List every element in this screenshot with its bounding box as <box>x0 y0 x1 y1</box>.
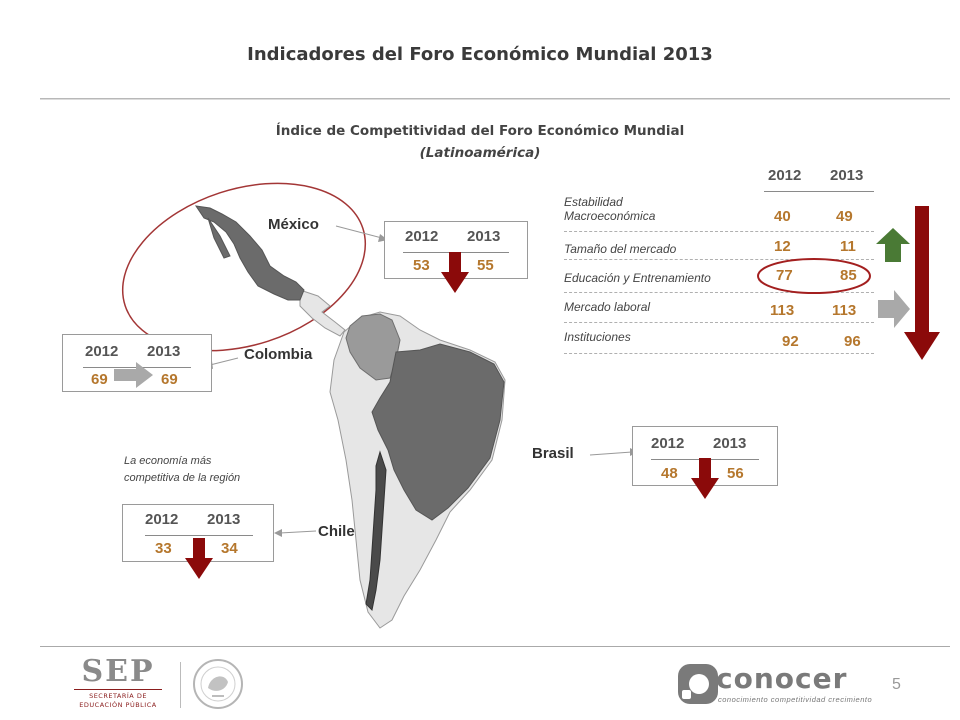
indicators-year-2012: 2012 <box>768 167 802 184</box>
brasil-year-2013: 2013 <box>713 435 747 452</box>
indicator-institutions-2012: 92 <box>782 333 799 350</box>
mexico-shape <box>194 205 305 301</box>
labor-right-arrow-icon <box>878 290 910 328</box>
brasil-value-2012: 48 <box>661 465 678 482</box>
indicators-table: 2012 2013 Estabilidad Macroeconómica 40 … <box>560 160 880 360</box>
indicator-macro-2013: 49 <box>836 208 853 225</box>
education-highlight-ellipse <box>757 258 871 294</box>
colombia-value-2012: 69 <box>91 371 108 388</box>
country-label-chile: Chile <box>318 523 355 540</box>
colombia-year-2012: 2012 <box>85 343 119 360</box>
sep-logo-sub2: EDUCACIÓN PÚBLICA <box>79 701 157 709</box>
mexico-value-2013: 55 <box>477 257 494 274</box>
sep-logo: SEP SECRETARÍA DE EDUCACIÓN PÚBLICA <box>66 656 170 712</box>
indicator-label-macro: Estabilidad Macroeconómica <box>564 195 656 223</box>
subtitle-line1: Índice de Competitividad del Foro Económ… <box>275 123 685 139</box>
chile-down-arrow-icon <box>185 538 213 579</box>
brasil-down-arrow-icon <box>691 458 719 499</box>
mexico-year-2013: 2013 <box>467 228 501 245</box>
indicator-macro-2012: 40 <box>774 208 791 225</box>
indicator-label-market-size: Tamaño del mercado <box>564 242 677 256</box>
indicators-year-2013: 2013 <box>830 167 864 184</box>
central-america-shape <box>299 289 346 337</box>
subtitle-line2: (Latinoamérica) <box>419 145 541 161</box>
footer-divider <box>40 646 950 647</box>
country-label-brasil: Brasil <box>532 445 574 462</box>
mexico-coat-of-arms-icon <box>193 659 243 709</box>
indicator-labor-2012: 113 <box>770 302 795 319</box>
chile-shape <box>365 450 387 612</box>
country-label-colombia: Colombia <box>244 346 313 363</box>
indicator-education-2012: 77 <box>776 267 793 284</box>
chile-year-2013: 2013 <box>207 511 241 528</box>
chile-value-2012: 33 <box>155 540 172 557</box>
chile-value-2013: 34 <box>221 540 238 557</box>
brasil-shape <box>371 343 505 521</box>
chile-note-line2: competitiva de la región <box>124 472 241 484</box>
chile-year-2012: 2012 <box>145 511 179 528</box>
indicator-market-size-2013: 11 <box>840 238 856 255</box>
mexico-year-2012: 2012 <box>405 228 439 245</box>
chile-ranking-box: 2012 2013 33 34 <box>122 504 274 562</box>
mexico-highlight-ellipse <box>121 182 367 352</box>
colombia-year-2013: 2013 <box>147 343 181 360</box>
sep-logo-text: SEP <box>81 654 155 689</box>
indicator-label-labor: Mercado laboral <box>564 300 651 314</box>
chart-subtitle: Índice de Competitividad del Foro Económ… <box>200 120 760 164</box>
indicator-market-size-2012: 12 <box>774 238 791 255</box>
brasil-year-2012: 2012 <box>651 435 685 452</box>
mexico-value-2012: 53 <box>413 257 430 274</box>
conocer-tagline: conocimiento competitividad crecimiento <box>718 695 873 704</box>
market-size-up-arrow-icon <box>876 228 910 262</box>
country-label-mexico: México <box>268 216 319 233</box>
indicator-institutions-2013: 96 <box>844 333 861 350</box>
title-divider <box>40 98 950 100</box>
indicator-label-institutions: Instituciones <box>564 330 631 344</box>
conocer-logo-text: conocer <box>716 662 848 695</box>
indicator-education-2013: 85 <box>840 267 857 284</box>
sep-logo-sub1: SECRETARÍA DE <box>89 692 147 700</box>
brasil-value-2013: 56 <box>727 465 744 482</box>
colombia-value-2013: 69 <box>161 371 178 388</box>
indicator-labor-2013: 113 <box>832 302 857 319</box>
conocer-logo-icon <box>678 664 718 704</box>
chile-note-line1: La economía más <box>124 455 212 467</box>
indicator-label-education: Educación y Entrenamiento <box>564 271 711 285</box>
overall-down-arrow-icon <box>904 206 940 360</box>
mexico-down-arrow-icon <box>441 252 469 293</box>
page-number: 5 <box>892 676 901 693</box>
colombia-right-arrow-icon <box>114 362 153 388</box>
chile-note: La economía más competitiva de la región <box>124 453 240 487</box>
page-title: Indicadores del Foro Económico Mundial 2… <box>247 44 713 65</box>
